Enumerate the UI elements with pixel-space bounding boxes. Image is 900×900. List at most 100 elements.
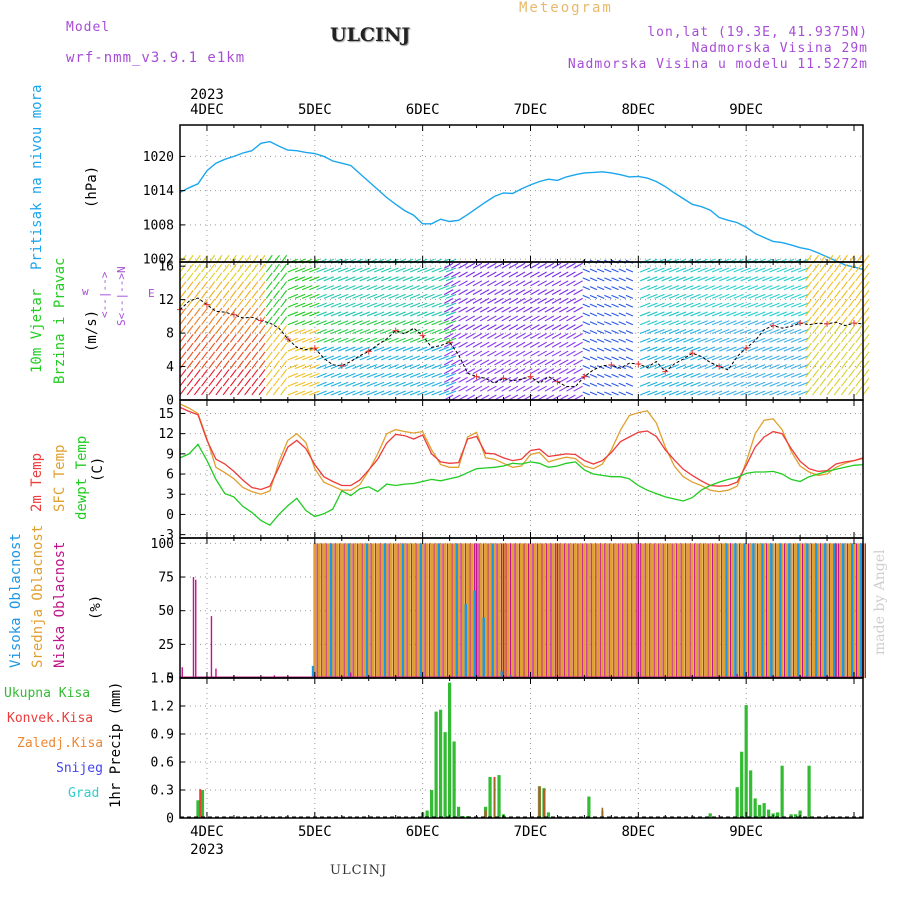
wind-barb bbox=[704, 381, 716, 387]
wind-barb bbox=[451, 324, 461, 331]
wind-barb bbox=[690, 267, 701, 273]
wind-barb bbox=[237, 360, 244, 369]
cloud-bar-mid bbox=[537, 543, 541, 678]
wind-barb bbox=[251, 316, 259, 326]
precip-bar-total bbox=[708, 813, 712, 818]
wind-gust-mark bbox=[716, 363, 723, 370]
wind-barb bbox=[273, 316, 280, 326]
wind-barb bbox=[395, 311, 406, 317]
cloud-bar-low bbox=[469, 543, 471, 678]
wind-barb bbox=[747, 390, 759, 396]
wind-barb bbox=[258, 325, 266, 334]
cloud-bar-mid bbox=[380, 543, 384, 678]
wind-barb bbox=[215, 298, 223, 308]
wind-barb bbox=[402, 381, 414, 387]
wind-barb bbox=[409, 320, 421, 326]
cloud-bar-high bbox=[437, 543, 441, 678]
wind-barb bbox=[501, 271, 511, 278]
wind-barb bbox=[862, 369, 870, 378]
ytick-label-temperature: 3 bbox=[166, 488, 174, 503]
wind-barb bbox=[424, 381, 435, 387]
wind-barb bbox=[611, 286, 619, 291]
wind-barb bbox=[431, 276, 442, 282]
wind-barb bbox=[618, 338, 626, 343]
wind-barb bbox=[287, 381, 299, 387]
wind-barb bbox=[812, 333, 820, 343]
wind-barb bbox=[697, 267, 708, 273]
wind-barb bbox=[388, 302, 399, 308]
wind-barb bbox=[222, 281, 230, 290]
wind-barb bbox=[530, 394, 540, 401]
wind-barb bbox=[776, 293, 787, 299]
wind-barb bbox=[186, 263, 194, 273]
wind-barb bbox=[551, 280, 562, 287]
cloud-bar-mid bbox=[699, 543, 703, 678]
cloud-bar-mid bbox=[434, 543, 438, 678]
wind-barb bbox=[280, 377, 288, 387]
wind-barb bbox=[265, 333, 273, 343]
cloud-bar-low bbox=[451, 543, 453, 678]
wind-barb bbox=[409, 337, 421, 343]
cloud-bar-mid bbox=[632, 543, 636, 678]
wind-barb bbox=[551, 376, 562, 383]
wind-barb bbox=[443, 306, 454, 313]
cloud-bar-low bbox=[527, 543, 529, 678]
wind-barb bbox=[438, 285, 450, 291]
wind-barb bbox=[855, 298, 863, 308]
wind-barb bbox=[625, 373, 634, 378]
cloud-bar-mid bbox=[807, 543, 811, 678]
wind-barb bbox=[530, 271, 540, 278]
wind-barb bbox=[812, 342, 820, 352]
wind-barb bbox=[862, 333, 870, 343]
cloud-bar-low bbox=[604, 543, 606, 678]
wind-barb bbox=[704, 390, 716, 396]
cloud-bar-high bbox=[770, 543, 773, 678]
wind-barb bbox=[625, 347, 634, 352]
cloud-bar-low bbox=[514, 543, 516, 678]
cloud-bar-low bbox=[792, 543, 795, 678]
wind-barb bbox=[661, 381, 672, 387]
wind-barb bbox=[726, 328, 737, 335]
wind-barb bbox=[508, 350, 519, 357]
wind-barb bbox=[776, 364, 787, 370]
wind-barb bbox=[337, 337, 349, 343]
wind-barb bbox=[472, 315, 483, 322]
wind-barb bbox=[647, 346, 658, 352]
wind-barb bbox=[431, 293, 442, 299]
cloud-bar-mid bbox=[762, 543, 766, 678]
wind-barb bbox=[740, 320, 751, 326]
wind-barb bbox=[675, 276, 687, 282]
cloud-bar-low bbox=[195, 579, 197, 678]
wind-barb bbox=[762, 346, 773, 352]
wind-barb bbox=[805, 298, 812, 308]
wind-barb bbox=[654, 346, 665, 352]
cloud-bar-mid bbox=[722, 543, 726, 678]
wind-barb bbox=[654, 390, 665, 396]
wind-barb bbox=[783, 285, 795, 291]
wind-barb bbox=[508, 315, 519, 322]
wind-barb bbox=[515, 289, 526, 296]
wind-barb bbox=[273, 263, 280, 273]
wind-barb bbox=[589, 321, 598, 326]
wind-barb bbox=[747, 328, 759, 335]
wind-barb bbox=[258, 351, 266, 361]
wind-barb bbox=[508, 297, 519, 304]
wind-barb bbox=[294, 355, 306, 361]
cloud-bar-low bbox=[397, 543, 399, 678]
wind-barb bbox=[302, 302, 313, 308]
wind-barb bbox=[280, 298, 288, 308]
wind-barb bbox=[487, 297, 497, 304]
wind-barb bbox=[186, 316, 194, 326]
wind-barb bbox=[193, 263, 201, 273]
cloud-bar-low bbox=[442, 543, 444, 678]
wind-barb bbox=[451, 359, 461, 366]
wind-barb bbox=[265, 342, 273, 352]
wind-barb bbox=[544, 297, 555, 304]
wind-barb bbox=[237, 281, 244, 290]
precip-bar-total bbox=[780, 765, 784, 818]
wind-barb bbox=[244, 298, 252, 308]
wind-barb bbox=[366, 293, 378, 299]
wind-barb bbox=[566, 262, 576, 269]
wind-barb bbox=[654, 320, 665, 326]
ytick-label-pressure: 1014 bbox=[143, 184, 174, 199]
